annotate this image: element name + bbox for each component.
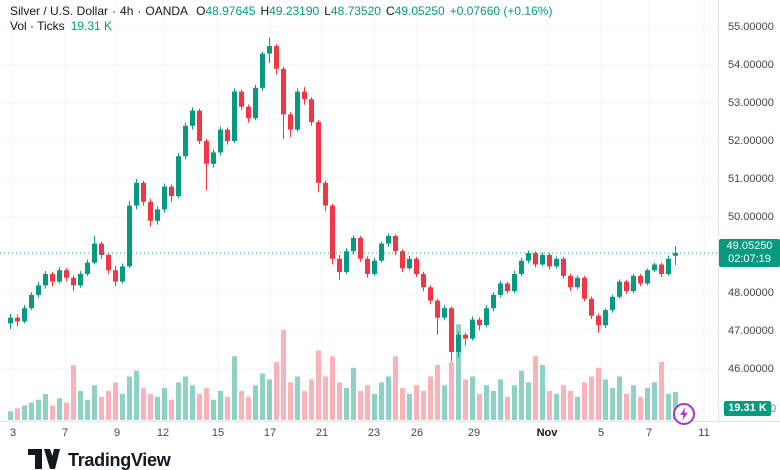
- last-price-badge: 49.05250 02:07:19: [719, 239, 780, 267]
- price-axis-label: 48.00000: [728, 287, 774, 299]
- volume-zero-label: 0: [770, 403, 777, 415]
- tradingview-logo-icon: [28, 449, 60, 469]
- price-axis-label: 55.00000: [728, 21, 774, 33]
- ohlc-label: O: [196, 4, 206, 18]
- time-axis-label: 26: [410, 427, 424, 439]
- time-axis-label: 23: [367, 427, 381, 439]
- volume-value-badge: 19.31 K: [724, 401, 771, 416]
- ohlc-label: L: [324, 4, 331, 18]
- bar-countdown: 02:07:19: [728, 253, 771, 265]
- time-axis-label: 5: [597, 427, 605, 439]
- time-axis-label: 15: [211, 427, 225, 439]
- lightning-icon: [673, 403, 695, 425]
- exchange-label: OANDA: [145, 4, 189, 18]
- time-axis[interactable]: 3 7 9 12 15 17 21 23 26 29 Nov 5 7 11: [0, 421, 780, 443]
- ohlc-value: 49.05250: [394, 4, 445, 18]
- last-price-value: 49.05250: [726, 240, 773, 252]
- symbol-title[interactable]: Silver / U.S. Dollar: [10, 4, 109, 18]
- price-axis-label: 46.00000: [728, 363, 774, 375]
- ohlc-label: C: [385, 4, 395, 18]
- time-axis-label: 21: [315, 427, 329, 439]
- time-axis-label: 17: [263, 427, 277, 439]
- time-axis-label: 29: [467, 427, 481, 439]
- price-axis-label: 47.00000: [728, 325, 774, 337]
- volume-indicator-value: 19.31 K: [70, 19, 113, 33]
- ohlc-value: 48.97645: [205, 4, 256, 18]
- interval-label[interactable]: 4h: [120, 4, 134, 18]
- time-axis-label: Nov: [536, 427, 558, 439]
- volume-indicator-label[interactable]: Vol · Ticks: [10, 19, 65, 33]
- tradingview-logo[interactable]: TradingView: [28, 449, 171, 470]
- legend-separator: ·: [137, 4, 142, 18]
- price-axis-label: 54.00000: [728, 59, 774, 71]
- ohlc-item-o: O48.97645: [196, 4, 255, 19]
- time-axis-label: 12: [156, 427, 170, 439]
- time-axis-label: 7: [645, 427, 653, 439]
- ohlc-values: O48.97645 H49.23190 L48.73520 C49.05250: [196, 4, 450, 19]
- price-axis-label: 51.00000: [728, 173, 774, 185]
- legend-separator: ·: [112, 4, 117, 18]
- price-axis-label: 50.00000: [728, 211, 774, 223]
- price-axis-label: 52.00000: [728, 135, 774, 147]
- price-axis-label: 53.00000: [728, 97, 774, 109]
- symbol-legend[interactable]: Silver / U.S. Dollar · 4h · OANDA O48.97…: [10, 4, 552, 34]
- time-axis-label: 11: [698, 427, 710, 439]
- ohlc-label: H: [260, 4, 270, 18]
- ohlc-value: 48.73520: [330, 4, 381, 18]
- ohlc-value: 49.23190: [269, 4, 320, 18]
- ohlc-item-l: L48.73520: [324, 4, 381, 19]
- time-axis-label: 3: [9, 427, 17, 439]
- ohlc-item-c: C49.05250: [386, 4, 445, 19]
- lightning-marker-button[interactable]: [671, 401, 697, 432]
- time-axis-label: 7: [61, 427, 69, 439]
- time-axis-label: 9: [113, 427, 121, 439]
- tradingview-logo-text: TradingView: [68, 449, 171, 470]
- price-axis[interactable]: 49.05250 02:07:19 0 19.31 K 55.00000 54.0…: [718, 0, 780, 421]
- ohlc-item-h: H49.23190: [260, 4, 319, 19]
- legend-row-volume: Vol · Ticks 19.31 K: [10, 19, 552, 34]
- price-change: +0.07660 (+0.16%): [449, 4, 553, 18]
- legend-row-main: Silver / U.S. Dollar · 4h · OANDA O48.97…: [10, 4, 552, 19]
